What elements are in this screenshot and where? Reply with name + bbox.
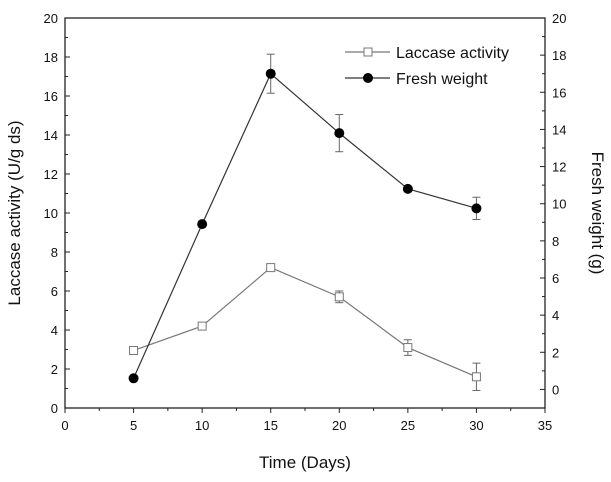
data-point-laccase [334,292,344,302]
y-tick-label: 16 [44,89,58,104]
x-axis-label: Time (Days) [259,453,351,472]
y2-tick-label: 16 [552,85,566,100]
data-point-fresh-weight [334,128,345,139]
series-line-fresh-weight [133,72,477,379]
y2-tick-label: 0 [552,382,559,397]
data-point-fresh-weight [265,68,276,79]
data-point-laccase [129,345,139,355]
y-tick-label: 4 [51,323,58,338]
x-tick-label: 10 [195,418,209,433]
y-tick-label: 12 [44,167,58,182]
y-tick-label: 10 [44,206,58,221]
y-tick-label: 0 [51,401,58,416]
y2-tick-label: 6 [552,271,559,286]
data-point-laccase [471,372,481,382]
y2-axis-label: Fresh weight (g) [588,152,607,275]
data-point-laccase [266,263,276,273]
data-point-laccase [197,321,207,331]
data-point-fresh-weight [402,183,413,194]
y2-tick-label: 14 [552,122,566,137]
data-point-laccase [403,343,413,353]
x-tick-label: 30 [469,418,483,433]
legend-label-laccase: Laccase activity [396,45,509,62]
y2-tick-label: 8 [552,234,559,249]
data-point-fresh-weight [471,203,482,214]
y2-tick-label: 10 [552,197,566,212]
legend: Laccase activity Fresh weight [345,45,509,88]
x-tick-label: 35 [538,418,552,433]
y-tick-label: 20 [44,11,58,26]
legend-marker-laccase [363,47,373,57]
y2-tick-label: 4 [552,308,559,323]
data-point-fresh-weight [197,219,208,230]
y-tick-label: 6 [51,284,58,299]
data-point-fresh-weight [128,373,139,384]
series-line-laccase [133,266,477,378]
x-tick-label: 25 [401,418,415,433]
y-tick-label: 2 [51,362,58,377]
x-tick-label: 15 [263,418,277,433]
y2-tick-label: 2 [552,345,559,360]
y2-tick-label: 20 [552,11,566,26]
y-tick-label: 8 [51,245,58,260]
y2-tick-label: 18 [552,48,566,63]
y-axis-label: Laccase activity (U/g ds) [5,120,24,305]
y2-tick-label: 12 [552,160,566,175]
legend-label-fresh-weight: Fresh weight [396,71,488,88]
x-tick-label: 5 [130,418,137,433]
x-tick-label: 0 [61,418,68,433]
y-tick-label: 18 [44,50,58,65]
y-tick-label: 14 [44,128,58,143]
x-tick-label: 20 [332,418,346,433]
legend-marker-fresh-weight [363,73,373,83]
